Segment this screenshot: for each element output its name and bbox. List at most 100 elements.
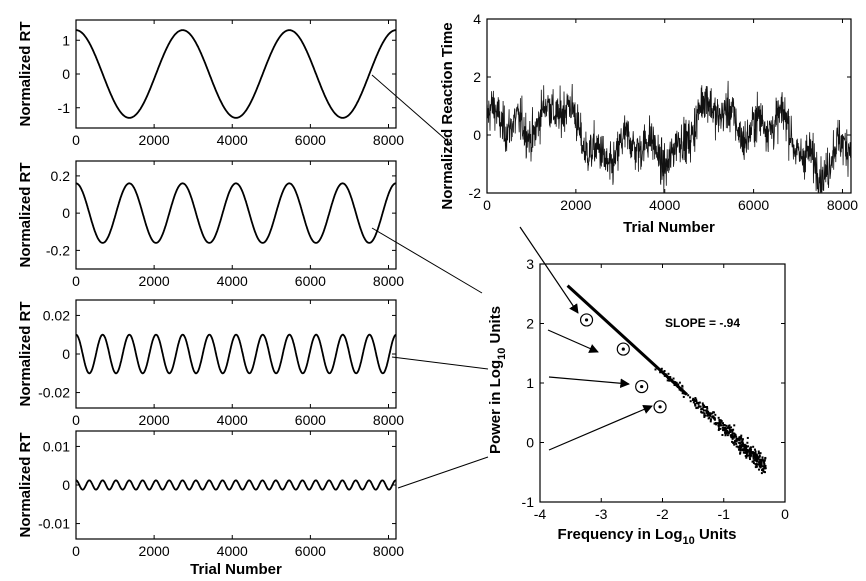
reaction-time-series-line	[486, 80, 852, 194]
arrow-line	[547, 329, 599, 353]
spectrum-point	[762, 459, 765, 462]
spectrum-point	[718, 422, 721, 425]
spectrum-point	[763, 461, 766, 464]
highlighted-point-center	[640, 384, 644, 389]
y-tick-label: 4	[473, 11, 481, 27]
spectrum-point	[745, 450, 748, 453]
spectrum-point	[732, 436, 735, 439]
spectrum-point	[708, 414, 711, 417]
spectrum-point	[735, 438, 738, 441]
arrows	[519, 226, 653, 451]
spectrum-point	[713, 417, 716, 420]
spectrum-point	[695, 402, 698, 405]
spectrum-point	[731, 437, 734, 440]
spectrum-point	[719, 421, 722, 424]
spectrum-point	[687, 394, 690, 397]
x-tick-label: 0	[72, 412, 80, 428]
x-tick-label: 0	[72, 543, 80, 559]
spectrum-point	[748, 448, 751, 451]
spectrum-point	[755, 464, 758, 467]
spectrum-point	[741, 449, 744, 452]
spectrum-point	[692, 397, 695, 400]
y-axis-label: Normalized Reaction Time	[439, 22, 456, 209]
x-tick-label: -1	[718, 506, 731, 522]
spectrum-point	[714, 422, 717, 425]
y-tick-label: 0	[526, 435, 534, 451]
spectrum-point	[706, 413, 709, 416]
spectrum-point	[741, 439, 744, 442]
spectrum-point	[696, 406, 699, 409]
connector-line	[371, 74, 453, 146]
spectrum-point	[757, 468, 760, 471]
spectrum-point	[717, 424, 720, 427]
spectrum-point	[708, 412, 711, 415]
spectrum-point	[758, 461, 761, 464]
spectrum-point	[760, 464, 763, 467]
spectrum-point	[711, 415, 714, 418]
y-axis-label: Normalized RT	[17, 21, 34, 126]
spectrum-point	[744, 451, 747, 454]
spectrum-point	[741, 440, 744, 443]
spectrum-point	[728, 426, 731, 429]
plot-frame	[75, 19, 397, 129]
spectrum-point	[758, 465, 761, 468]
plot-frame	[75, 430, 397, 540]
spectrum-point	[745, 455, 748, 458]
x-tick-label: 2000	[139, 273, 170, 289]
spectrum-point	[719, 419, 722, 422]
spectrum-point	[747, 445, 750, 448]
sine-series-line	[76, 29, 396, 119]
spectrum-point	[739, 452, 742, 455]
y-tick-label: 0.02	[43, 307, 70, 323]
spectrum-point	[752, 453, 755, 456]
spectrum-point	[654, 368, 657, 371]
spectrum-point	[660, 367, 663, 370]
spectrum-point	[718, 418, 721, 421]
spectrum-point	[717, 425, 720, 428]
spectrum-point	[711, 416, 714, 419]
x-tick-label: -2	[656, 506, 669, 522]
y-tick-label: 2	[526, 316, 534, 332]
spectrum-point	[752, 451, 755, 454]
spectrum-point	[713, 422, 716, 425]
y-tick-label: 0	[62, 477, 70, 493]
y-tick-label: -2	[469, 185, 482, 201]
spectrum-point	[731, 430, 734, 433]
spectrum-point	[723, 424, 726, 427]
spectrum-point	[659, 371, 662, 374]
y-axis-label-part: Units	[487, 306, 504, 348]
spectrum-point	[754, 451, 757, 454]
spectrum-point	[749, 450, 752, 453]
spectrum-point	[754, 453, 757, 456]
spectrum-point	[700, 408, 703, 411]
spectrum-point	[695, 407, 698, 410]
spectrum-point	[757, 452, 760, 455]
spectrum-point	[729, 434, 732, 437]
spectrum-point	[738, 448, 741, 451]
y-tick-label: 2	[473, 69, 481, 85]
spectrum-point	[726, 426, 729, 429]
spectrum-point	[675, 381, 678, 384]
spectrum-point	[759, 452, 762, 455]
spectrum-point	[762, 467, 765, 470]
spectrum-point	[748, 456, 751, 459]
spectrum-point	[749, 453, 752, 456]
spectrum-point	[739, 449, 742, 452]
spectrum-point	[750, 448, 753, 451]
y-tick-label: 1	[62, 32, 70, 48]
spectrum-point	[755, 462, 758, 465]
x-tick-label: 4000	[649, 197, 680, 213]
connector-line	[397, 456, 489, 489]
spectrum-point	[736, 445, 739, 448]
regression-fit-line	[566, 284, 689, 396]
x-axis-label: Frequency in Log10 Units	[558, 526, 737, 547]
spectrum-point	[735, 437, 738, 440]
x-tick-label: -4	[534, 506, 547, 522]
spectrum-point	[672, 377, 675, 380]
plot-frame	[75, 299, 397, 409]
spectrum-point	[709, 418, 712, 421]
spectrum-point	[704, 414, 707, 417]
